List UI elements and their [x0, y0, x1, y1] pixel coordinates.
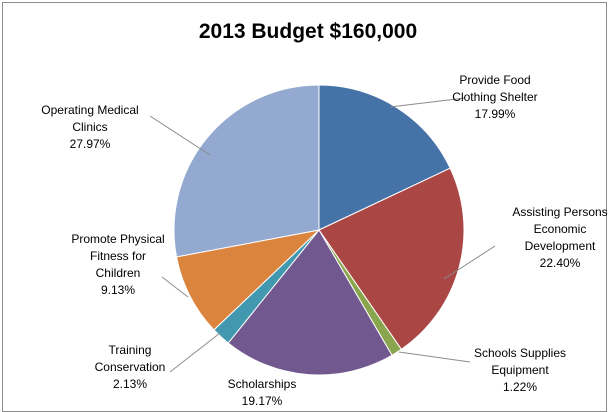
data-label: Operating Medical Clinics 27.97% [41, 103, 138, 151]
data-label: Assisting Persons Economic Development 22.4… [512, 205, 607, 270]
leader-line [161, 276, 189, 298]
pie-slice-promote-physical-fitness-for-children [175, 229, 321, 331]
data-label: Training Conservation 2.13% [95, 343, 166, 391]
data-label: Provide Food Clothing Shelter 17.99% [452, 73, 537, 121]
data-label: Schools Supplies Equipment 1.22% [474, 346, 566, 394]
leader-line [149, 115, 211, 156]
leader-line [169, 332, 221, 373]
pie-slice-assisting-persons-economic-development [318, 167, 465, 351]
pie-slice-scholarships [227, 229, 393, 376]
data-label: Promote Physical Fitness for Children 9.13% [71, 232, 164, 297]
leader-line [389, 97, 466, 108]
chart-title: 2013 Budget $160,000 [198, 20, 418, 43]
data-label: Scholarships 19.17% [228, 377, 297, 407]
leader-line [443, 245, 496, 280]
leader-line [398, 351, 471, 363]
pie-slice-operating-medical-clinics [173, 84, 320, 258]
pie-slice-provide-food-clothing-shelter [318, 84, 451, 231]
